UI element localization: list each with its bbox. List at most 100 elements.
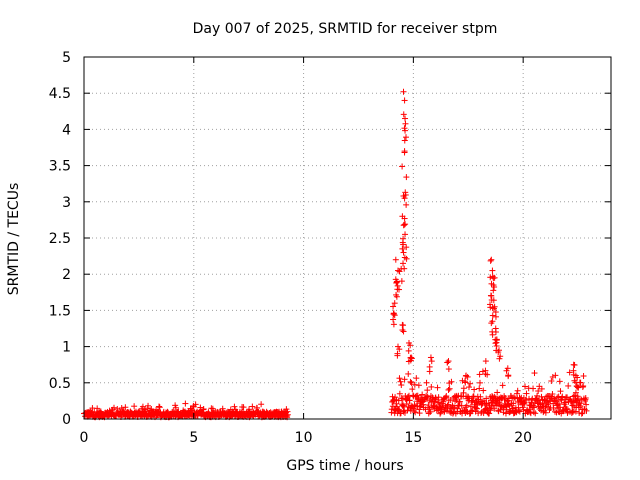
- data-point-1099: [402, 120, 409, 127]
- y-tick-label-2: 2: [62, 267, 71, 283]
- data-point-750: [458, 402, 465, 409]
- data-point-948: [531, 404, 538, 411]
- data-point-604: [405, 370, 412, 377]
- data-point-1158: [407, 342, 414, 349]
- data-point-1199: [488, 320, 495, 327]
- data-point-553: [283, 406, 290, 413]
- data-point-1105: [402, 189, 409, 196]
- data-point-1096: [401, 97, 408, 104]
- data-point-779: [469, 407, 476, 414]
- data-point-1045: [566, 369, 573, 376]
- data-point-1155: [394, 350, 401, 357]
- data-point-756: [460, 385, 467, 392]
- y-tick-label-0.5: 0.5: [49, 376, 71, 392]
- data-point-1070: [575, 404, 582, 411]
- data-point-207: [156, 404, 163, 411]
- data-point-741: [455, 392, 462, 399]
- y-tick-label-5: 5: [62, 50, 71, 66]
- data-point-1219: [505, 372, 512, 379]
- y-tick-label-3.5: 3.5: [49, 159, 71, 175]
- data-point-1218: [503, 367, 510, 374]
- data-point-1176: [489, 267, 496, 274]
- data-point-1147: [391, 312, 398, 319]
- data-point-1025: [559, 393, 566, 400]
- data-point-665: [427, 408, 434, 415]
- data-point-1140: [391, 300, 398, 307]
- data-point-581: [396, 390, 403, 397]
- data-point-1092: [400, 88, 407, 95]
- data-point-1094: [401, 125, 408, 132]
- data-point-847: [494, 389, 501, 396]
- data-point-909: [516, 408, 523, 415]
- y-tick-label-4.5: 4.5: [49, 86, 71, 102]
- data-point-184: [148, 405, 155, 412]
- data-point-918: [520, 400, 527, 407]
- y-tick-label-3: 3: [62, 195, 71, 211]
- data-point-1052: [569, 407, 576, 414]
- data-point-590: [400, 402, 407, 409]
- data-point-1016: [556, 400, 563, 407]
- data-point-926: [523, 397, 530, 404]
- data-point-305: [192, 401, 199, 408]
- data-point-82: [111, 404, 118, 411]
- data-point-1020: [557, 388, 564, 395]
- data-point-1019: [557, 404, 564, 411]
- data-point-927: [523, 390, 530, 397]
- data-point-1182: [490, 287, 497, 294]
- data-point-1133: [394, 282, 401, 289]
- data-point-776: [468, 407, 475, 414]
- data-point-1150: [400, 322, 407, 329]
- data-point-1117: [400, 260, 407, 267]
- data-point-137: [131, 403, 138, 410]
- data-point-1095: [399, 163, 406, 170]
- data-point-613: [408, 379, 415, 386]
- data-point-1110: [402, 221, 409, 228]
- x-axis-label: GPS time / hours: [286, 458, 403, 474]
- data-point-969: [538, 385, 545, 392]
- data-point-1210: [496, 355, 503, 362]
- data-point-610: [407, 378, 414, 385]
- x-tick-label-0: 0: [80, 430, 89, 446]
- x-tick-label-10: 10: [295, 430, 313, 446]
- data-point-585: [398, 382, 405, 389]
- data-point-784: [471, 386, 478, 393]
- data-point-688: [435, 399, 442, 406]
- data-point-1151: [399, 327, 406, 334]
- data-point-980: [542, 409, 549, 416]
- data-point-1154: [396, 346, 403, 353]
- data-point-629: [414, 402, 421, 409]
- data-point-789: [472, 404, 479, 411]
- data-point-1192: [491, 303, 498, 310]
- data-point-654: [423, 379, 430, 386]
- data-point-945: [530, 385, 537, 392]
- data-point-605: [405, 403, 412, 410]
- data-point-1089: [582, 394, 589, 401]
- x-tick-label-15: 15: [404, 430, 422, 446]
- data-point-1146: [390, 316, 397, 323]
- data-point-1172: [488, 256, 495, 263]
- data-point-1152: [395, 343, 402, 350]
- data-point-1101: [402, 134, 409, 141]
- data-point-1198: [489, 331, 496, 338]
- data-point-1138: [393, 279, 400, 286]
- data-point-1222: [462, 379, 469, 386]
- data-point-1231: [572, 379, 579, 386]
- data-point-1233: [572, 389, 579, 396]
- data-point-1180: [491, 274, 498, 281]
- data-point-595: [401, 409, 408, 416]
- data-point-1137: [393, 279, 400, 286]
- data-point-1142: [390, 321, 397, 328]
- data-point-1215: [482, 371, 489, 378]
- data-point-793: [474, 401, 481, 408]
- data-point-891: [510, 400, 517, 407]
- data-point-745: [456, 398, 463, 405]
- data-point-973: [540, 409, 547, 416]
- x-tick-label-20: 20: [514, 430, 532, 446]
- data-point-1207: [492, 340, 499, 347]
- data-point-1211: [495, 349, 502, 356]
- data-point-923: [521, 383, 528, 390]
- data-point-1187: [491, 283, 498, 290]
- data-point-1103: [403, 174, 410, 181]
- data-point-1090: [583, 401, 590, 408]
